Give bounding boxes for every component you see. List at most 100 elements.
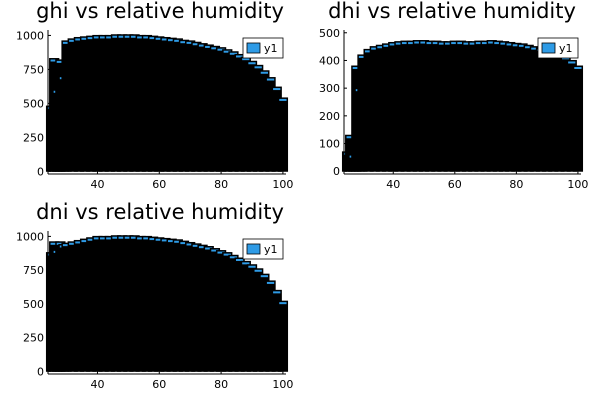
- chart-title: dni vs relative humidity: [36, 200, 284, 224]
- bar-top: [186, 243, 194, 246]
- y-tick-label: 250: [23, 332, 44, 345]
- x-tick-label: 80: [509, 178, 523, 191]
- y-tick-label: 500: [319, 27, 340, 40]
- bar-top: [211, 249, 219, 252]
- bar-top: [106, 237, 114, 240]
- legend: y1: [242, 37, 284, 59]
- bar-top: [254, 66, 262, 69]
- x-tick-label: 100: [272, 378, 293, 391]
- y-tick-label: 400: [319, 54, 340, 67]
- bar-top: [87, 37, 95, 40]
- bar-top: [106, 36, 114, 39]
- bar-top: [211, 47, 219, 50]
- legend-entry: y1: [264, 243, 278, 256]
- bar-top: [248, 62, 256, 65]
- bar-top: [174, 240, 182, 243]
- y-tick-label: 0: [37, 365, 44, 378]
- bar-top: [192, 43, 200, 46]
- x-tick-label: 60: [152, 378, 166, 391]
- bar-top: [242, 58, 250, 61]
- bar-top: [130, 236, 139, 239]
- bar-top: [389, 43, 397, 46]
- bar-top: [112, 35, 120, 38]
- bar-top: [445, 42, 453, 45]
- bar-top: [229, 52, 238, 55]
- bar-top: [62, 41, 71, 44]
- bar: [277, 300, 289, 372]
- bar-top: [229, 256, 238, 259]
- bar-top: [81, 37, 89, 40]
- bar-top: [457, 42, 465, 45]
- bar-top: [260, 71, 268, 74]
- bar-top: [236, 258, 244, 261]
- bar-top: [574, 67, 582, 69]
- bar-top: [358, 55, 367, 58]
- legend: y1: [242, 238, 284, 260]
- bar-top: [346, 136, 354, 139]
- bar-top: [161, 38, 170, 41]
- y-tick-label: 300: [319, 82, 340, 95]
- bar-top: [500, 42, 508, 45]
- bar-top: [531, 47, 539, 50]
- bar-top: [93, 237, 102, 240]
- bar-top: [124, 35, 132, 38]
- x-tick-label: 100: [272, 178, 293, 191]
- bar-top: [100, 36, 108, 39]
- bar-top: [223, 253, 231, 256]
- bar-top: [401, 42, 410, 45]
- bar-top: [248, 265, 256, 268]
- legend-swatch: [246, 42, 261, 54]
- bar-series-y1: [341, 40, 584, 172]
- y-tick-label: 0: [333, 165, 340, 178]
- bar-top: [426, 42, 434, 45]
- x-tick-label: 40: [90, 178, 104, 191]
- bar-top: [87, 238, 95, 241]
- bar-top: [408, 42, 416, 45]
- bar-top: [383, 44, 391, 47]
- bar-top: [180, 242, 188, 245]
- bar-top: [279, 302, 287, 305]
- bar-top: [432, 42, 440, 45]
- chart-title: ghi vs relative humidity: [36, 0, 284, 23]
- legend-swatch: [246, 243, 261, 255]
- bar: [572, 65, 584, 172]
- bar-top: [56, 60, 64, 63]
- bar-top: [93, 36, 102, 39]
- legend-swatch: [541, 42, 556, 54]
- bar-top: [75, 241, 83, 244]
- bar-top: [279, 98, 287, 101]
- bar-top: [198, 44, 207, 47]
- bar-top: [371, 47, 379, 50]
- bar-top: [525, 46, 533, 49]
- bar-top: [149, 238, 157, 241]
- bar-top: [236, 55, 244, 58]
- bar-top: [50, 242, 58, 245]
- bar-top: [266, 281, 275, 284]
- chart-panel-2: dhi vs relative humidity 0 100 200 300 400 500…: [319, 0, 588, 191]
- bar-top: [469, 42, 477, 45]
- bar-top: [69, 242, 77, 245]
- bar-top: [118, 35, 126, 38]
- bar-top: [137, 36, 145, 39]
- bar-top: [155, 37, 163, 40]
- bar-top: [69, 39, 77, 42]
- bar-top: [568, 61, 576, 64]
- bar-top: [161, 239, 170, 242]
- bar-top: [118, 236, 126, 239]
- bar-top: [168, 39, 176, 42]
- legend-entry: y1: [264, 42, 278, 55]
- y-tick-label: 500: [23, 298, 44, 311]
- bar-top: [217, 48, 225, 51]
- bar-top: [192, 244, 200, 247]
- bar-top: [481, 42, 490, 45]
- bar-top: [377, 46, 385, 49]
- y-tick-label: 100: [319, 138, 340, 151]
- bar-top: [112, 236, 120, 239]
- bar-top: [488, 41, 496, 44]
- bar-top: [273, 88, 281, 91]
- legend-entry: y1: [559, 42, 573, 55]
- bar-top: [205, 247, 213, 250]
- bar-top: [420, 41, 428, 44]
- bar-top: [506, 43, 514, 46]
